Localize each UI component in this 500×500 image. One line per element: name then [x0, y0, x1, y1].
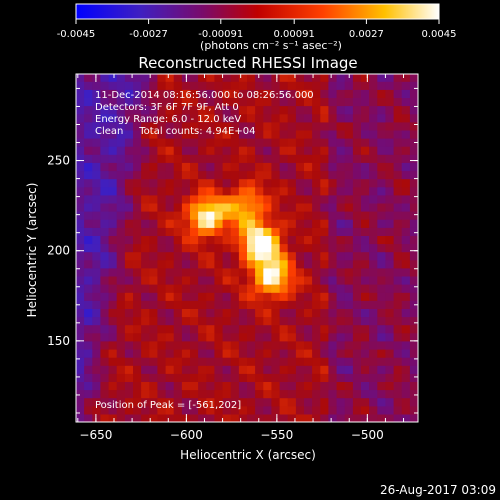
chart-title: Reconstructed RHESSI Image [138, 54, 357, 72]
colorbar-unit-label: (photons cm⁻² s⁻¹ asec⁻²) [200, 39, 342, 52]
x-tick-label: −650 [79, 428, 112, 442]
timestamp: 26-Aug-2017 03:09 [380, 483, 496, 497]
info-line-clean: Clean Total counts: 4.94E+04 [95, 126, 255, 137]
colorbar-ticks: -0.0045 -0.0027 -0.00091 0.00091 0.0027 0.004… [57, 19, 457, 40]
info-text: 11-Dec-2014 08:16:56.000 to 08:26:56.000… [95, 90, 314, 137]
info-line-detectors: Detectors: 3F 6F 7F 9F, Att 0 [95, 102, 239, 113]
y-tick-label: 200 [47, 244, 70, 258]
y-tick-label: 150 [47, 334, 70, 348]
y-tick-label: 250 [47, 154, 70, 168]
peak-position-label: Position of Peak = [-561,202] [95, 400, 241, 411]
colorbar-tick-label: -0.00091 [198, 29, 243, 40]
info-line-time: 11-Dec-2014 08:16:56.000 to 08:26:56.000 [95, 90, 314, 101]
plot-frame [75, 73, 419, 423]
colorbar-tick-label: 0.0027 [349, 29, 384, 40]
colorbar [75, 3, 440, 20]
colorbar-tick-label: -0.0045 [57, 29, 96, 40]
colorbar-tick-label: 0.00091 [274, 29, 315, 40]
x-tick-label: −500 [351, 428, 384, 442]
x-tick-label: −550 [260, 428, 293, 442]
x-axis-label: Heliocentric X (arcsec) [180, 448, 316, 462]
x-tick-label: −600 [170, 428, 203, 442]
axes: −650 −600 −550 −500 150 200 250 [47, 74, 418, 442]
colorbar-tick-label: 0.0045 [422, 29, 457, 40]
y-axis-label: Heliocentric Y (arcsec) [25, 183, 39, 318]
colorbar-tick-label: -0.0027 [129, 29, 168, 40]
info-line-energy: Energy Range: 6.0 - 12.0 keV [95, 114, 241, 125]
heatmap-image [76, 74, 418, 422]
